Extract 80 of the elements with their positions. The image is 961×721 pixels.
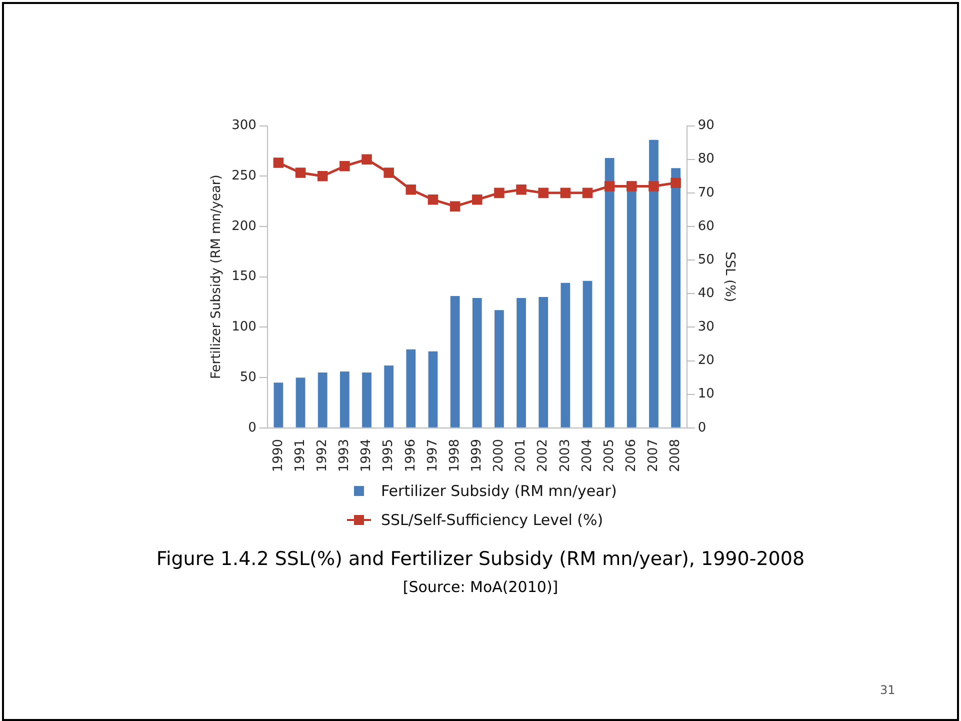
x-tick-label: 2001 xyxy=(514,438,529,472)
y-tick-label: 250 xyxy=(232,168,256,184)
bar xyxy=(538,297,548,428)
x-tick-label: 2006 xyxy=(624,438,640,472)
y2-tick-label: 90 xyxy=(698,118,714,134)
point xyxy=(472,194,482,205)
y2-tick-label: 0 xyxy=(698,420,706,436)
point xyxy=(362,154,372,165)
x-tick-label: 1991 xyxy=(292,438,308,472)
bar xyxy=(428,351,438,428)
point xyxy=(406,184,416,195)
bar xyxy=(384,365,394,428)
x-tick-label: 2007 xyxy=(646,438,662,472)
x-tick-label: 2005 xyxy=(602,438,617,472)
point xyxy=(538,188,549,198)
point xyxy=(670,178,681,188)
text: [Source: MoA(2010)] xyxy=(402,578,560,596)
y2-tick-label: 70 xyxy=(698,185,714,200)
bar xyxy=(560,282,570,428)
point xyxy=(494,188,504,198)
y2-tick-label: 20 xyxy=(698,353,714,368)
y-tick-label: 50 xyxy=(240,370,256,385)
x-tick-label: 1997 xyxy=(425,438,440,472)
x-tick-label: 2003 xyxy=(558,438,573,472)
y2-tick-label: 60 xyxy=(698,218,714,234)
bar xyxy=(406,349,416,428)
point xyxy=(582,188,593,198)
bar xyxy=(649,140,658,428)
y-tick-label: 150 xyxy=(232,269,256,284)
point xyxy=(273,158,284,168)
point xyxy=(384,168,394,178)
bar xyxy=(274,382,284,428)
y2-tick-label: 40 xyxy=(698,286,714,302)
y2-tick-label: 50 xyxy=(698,252,714,268)
bar xyxy=(340,372,350,428)
x-tick-label: 1993 xyxy=(337,438,352,472)
y2-axis-title: SSL (%) xyxy=(722,252,737,302)
y-tick-label: 100 xyxy=(232,320,256,335)
y-axis-title: Fertilizer Subsidy (RM mn/year) xyxy=(209,174,224,380)
y-tick-label: 200 xyxy=(232,218,256,234)
point xyxy=(317,171,328,182)
bar xyxy=(494,310,504,428)
x-tick-label: 2000 xyxy=(492,438,507,472)
x-tick-label: 2004 xyxy=(580,438,595,472)
bar xyxy=(318,372,328,428)
bar xyxy=(604,158,614,428)
text: 31 xyxy=(880,683,896,697)
point xyxy=(648,181,659,192)
bar xyxy=(671,168,681,428)
y2-tick-label: 30 xyxy=(698,320,714,335)
x-tick-label: 1995 xyxy=(381,438,396,472)
bar xyxy=(516,298,526,428)
x-tick-label: 1990 xyxy=(270,438,286,472)
point xyxy=(626,181,637,192)
bar xyxy=(450,296,460,428)
y2-tick-label: 10 xyxy=(698,386,714,402)
bar xyxy=(472,298,482,428)
y2-tick-label: 80 xyxy=(698,152,714,167)
legend-label: Fertilizer Subsidy (RM mn/year) xyxy=(381,482,617,500)
point xyxy=(604,181,615,192)
bar xyxy=(582,280,592,428)
point xyxy=(450,201,460,212)
point xyxy=(560,188,571,198)
y-tick-label: 300 xyxy=(232,118,256,134)
x-tick-label: 1999 xyxy=(470,438,485,472)
y-tick-label: 0 xyxy=(248,420,256,436)
x-tick-label: 1992 xyxy=(314,438,330,472)
x-tick-label: 1996 xyxy=(403,438,418,472)
x-tick-label: 1994 xyxy=(359,438,374,472)
point xyxy=(516,184,526,195)
point xyxy=(340,160,350,172)
text: Figure 1.4.2 SSL(%) and Fertilizer Subsidy (RM mn/year), 1990-2008 xyxy=(155,548,806,570)
point xyxy=(295,168,306,178)
bar xyxy=(296,378,306,428)
bar xyxy=(362,372,372,428)
legend-label: SSL/Self-Sufficiency Level (%) xyxy=(381,510,604,528)
point xyxy=(428,194,438,205)
x-tick-label: 2002 xyxy=(536,438,551,472)
x-tick-label: 2008 xyxy=(668,438,684,472)
x-tick-label: 1998 xyxy=(447,438,462,472)
